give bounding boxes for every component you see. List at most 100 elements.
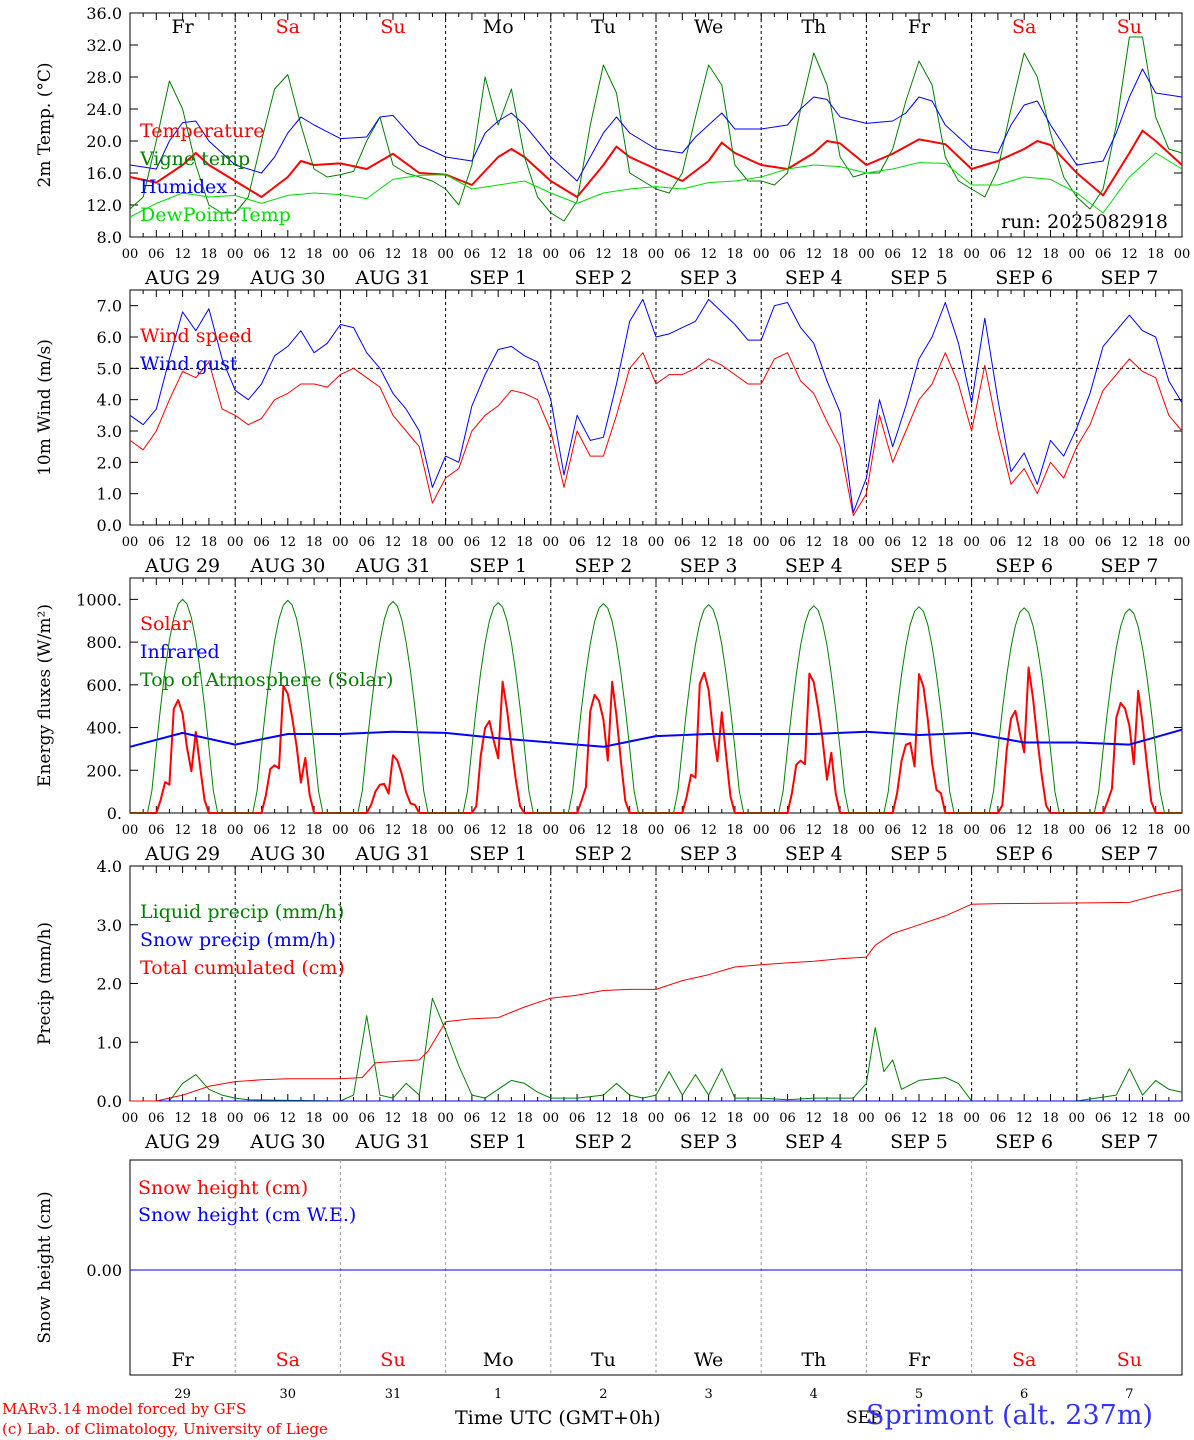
y-tick-label: 2.0	[97, 975, 122, 994]
y-tick-label: 0.0	[97, 1092, 122, 1111]
lab-credit: (c) Lab. of Climatology, University of L…	[2, 1420, 328, 1438]
series-wind-speed	[129, 352, 1183, 517]
hour-tick-label: 12	[1016, 535, 1033, 550]
hour-tick-label: 06	[253, 247, 270, 262]
hour-tick-label: 12	[385, 1111, 402, 1126]
hour-tick-label: 18	[201, 1111, 218, 1126]
hour-tick-label: 06	[253, 1111, 270, 1126]
date-label: AUG 31	[354, 555, 430, 577]
hour-tick-label: 00	[648, 823, 665, 838]
hour-tick-label: 18	[411, 247, 428, 262]
day-name-bottom: Fr	[908, 1349, 931, 1371]
y-tick-label: 28.0	[86, 68, 122, 87]
date-label: SEP 2	[574, 843, 632, 865]
day-name-bottom: We	[694, 1349, 723, 1371]
day-name-top: We	[694, 16, 723, 38]
day-number-bottom: 6	[1020, 1387, 1028, 1402]
hour-tick-label: 00	[332, 247, 349, 262]
day-number-bottom: 4	[810, 1387, 818, 1402]
hour-tick-label: 00	[753, 823, 770, 838]
date-label: SEP 4	[785, 1131, 843, 1153]
hour-tick-label: 12	[700, 1111, 717, 1126]
day-name-top: Sa	[276, 16, 300, 38]
hour-tick-label: 18	[1147, 823, 1164, 838]
hour-tick-label: 18	[306, 1111, 323, 1126]
hour-tick-label: 06	[464, 823, 481, 838]
day-name-bottom: Sa	[1012, 1349, 1036, 1371]
hour-tick-label: 06	[253, 535, 270, 550]
hour-tick-label: 06	[148, 247, 165, 262]
hour-tick-label: 12	[806, 535, 823, 550]
date-label: SEP 5	[890, 843, 948, 865]
hour-tick-label: 12	[280, 535, 297, 550]
hour-tick-label: 06	[253, 823, 270, 838]
hour-tick-label: 12	[1121, 823, 1138, 838]
date-label: SEP 1	[469, 555, 527, 577]
legend-entry: Top of Atmosphere (Solar)	[140, 669, 393, 691]
hour-tick-label: 00	[1174, 535, 1191, 550]
hour-tick-label: 00	[543, 1111, 560, 1126]
hour-tick-label: 06	[884, 535, 901, 550]
y-tick-label: 5.0	[97, 359, 122, 378]
hour-tick-label: 18	[937, 823, 954, 838]
legend-entry: Wind gust	[140, 353, 238, 375]
panel-4: 00 06 12 18 00 06 12 18 00 06 12 18 00 06 12 18 00 06 12 18…	[35, 857, 1190, 1153]
hour-tick-label: 00	[437, 535, 454, 550]
hour-tick-label: 18	[727, 247, 744, 262]
legend-entry: Snow height (cm)	[138, 1177, 308, 1199]
panel-1: 00 06 12 18 00 06 12 18 00 06 12 18 00 06 12 18 00 06 12 18…	[35, 4, 1190, 289]
hour-tick-label: 18	[306, 823, 323, 838]
date-label: AUG 29	[144, 1131, 220, 1153]
legend-entry: Total cumulated (cm)	[140, 957, 345, 979]
date-label: SEP 7	[1100, 555, 1158, 577]
hour-tick-label: 00	[858, 1111, 875, 1126]
hour-tick-label: 00	[122, 247, 139, 262]
y-tick-label: 32.0	[86, 36, 122, 55]
y-tick-label: 20.0	[86, 132, 122, 151]
hour-tick-label: 12	[1016, 823, 1033, 838]
hour-tick-label: 12	[385, 823, 402, 838]
hour-tick-label: 12	[911, 1111, 928, 1126]
series-top-of-atmosphere-solar	[130, 598, 1182, 814]
hour-tick-label: 00	[1069, 535, 1086, 550]
hour-tick-label: 12	[385, 535, 402, 550]
hour-tick-label: 06	[990, 1111, 1007, 1126]
y-tick-label: 8.0	[97, 228, 122, 247]
hour-tick-label: 18	[516, 535, 533, 550]
hour-tick-label: 18	[832, 1111, 849, 1126]
hour-tick-label: 00	[963, 1111, 980, 1126]
hour-tick-label: 18	[621, 823, 638, 838]
day-name-top: Mo	[483, 16, 514, 38]
hour-tick-label: 12	[595, 535, 612, 550]
y-tick-label: 0.0	[97, 516, 122, 535]
hour-tick-label: 06	[1095, 247, 1112, 262]
y-tick-label: 1000.	[76, 590, 122, 609]
hour-tick-label: 12	[595, 247, 612, 262]
hour-tick-label: 06	[884, 1111, 901, 1126]
hour-tick-label: 12	[1016, 1111, 1033, 1126]
legend-entry: Snow precip (mm/h)	[140, 929, 336, 951]
hour-tick-label: 18	[1042, 823, 1059, 838]
y-axis-label: Precip (mm/h)	[35, 922, 55, 1045]
hour-tick-label: 00	[648, 247, 665, 262]
hour-tick-label: 06	[674, 1111, 691, 1126]
y-tick-label: 600.	[86, 676, 122, 695]
series-infrared	[129, 728, 1183, 748]
date-label: SEP 6	[995, 1131, 1053, 1153]
hour-tick-label: 18	[1147, 1111, 1164, 1126]
hour-tick-label: 00	[858, 823, 875, 838]
hour-tick-label: 12	[490, 823, 507, 838]
series-total-cumulated-cm	[130, 889, 1183, 1102]
y-tick-label: 800.	[86, 633, 122, 652]
hour-tick-label: 06	[884, 823, 901, 838]
date-label: AUG 30	[249, 843, 325, 865]
series-humidex	[129, 68, 1183, 182]
bottom-month-label: SEP	[846, 1408, 882, 1428]
hour-tick-label: 18	[832, 823, 849, 838]
y-tick-label: 1.0	[97, 1033, 122, 1052]
date-label: SEP 2	[574, 1131, 632, 1153]
hour-tick-label: 18	[201, 247, 218, 262]
hour-tick-label: 00	[648, 1111, 665, 1126]
hour-tick-label: 06	[884, 247, 901, 262]
hour-tick-label: 00	[1069, 247, 1086, 262]
